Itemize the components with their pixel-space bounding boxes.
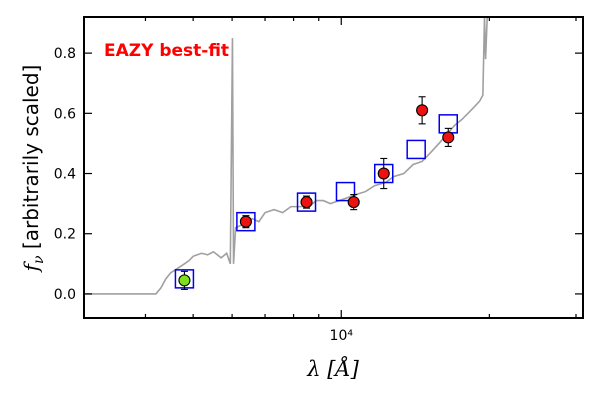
x-tick-label: 10⁴ bbox=[330, 328, 354, 344]
observed-flux-point bbox=[300, 196, 313, 209]
observed-flux-point bbox=[178, 274, 191, 287]
template-sed-line bbox=[84, 17, 491, 295]
y-axis-label: fν [arbitrarily scaled] bbox=[19, 65, 47, 274]
plot-frame bbox=[83, 16, 584, 319]
axis-ticks: 0.0 0.2 0.4 0.6 0.8 10⁴ bbox=[54, 17, 583, 344]
y-tick-label: 0.2 bbox=[54, 227, 76, 243]
model-flux-square bbox=[335, 181, 356, 202]
y-tick-label: 0.4 bbox=[54, 167, 76, 183]
observed-flux-point bbox=[239, 215, 252, 228]
observed-flux-point bbox=[377, 167, 390, 180]
observed-flux-point bbox=[416, 104, 429, 117]
y-tick-label: 0.8 bbox=[54, 46, 76, 62]
model-flux-square bbox=[296, 192, 317, 212]
annotation-label: EAZY best-fit bbox=[104, 41, 229, 61]
chart-marks bbox=[84, 17, 491, 295]
model-flux-square bbox=[406, 139, 426, 160]
x-axis-label: λ [Å] bbox=[306, 356, 359, 381]
observed-flux-point bbox=[347, 196, 360, 209]
y-tick-label: 0.6 bbox=[54, 106, 76, 122]
observed-flux-point bbox=[442, 131, 455, 144]
y-tick-label: 0.0 bbox=[54, 287, 76, 303]
model-flux-square bbox=[236, 211, 256, 232]
